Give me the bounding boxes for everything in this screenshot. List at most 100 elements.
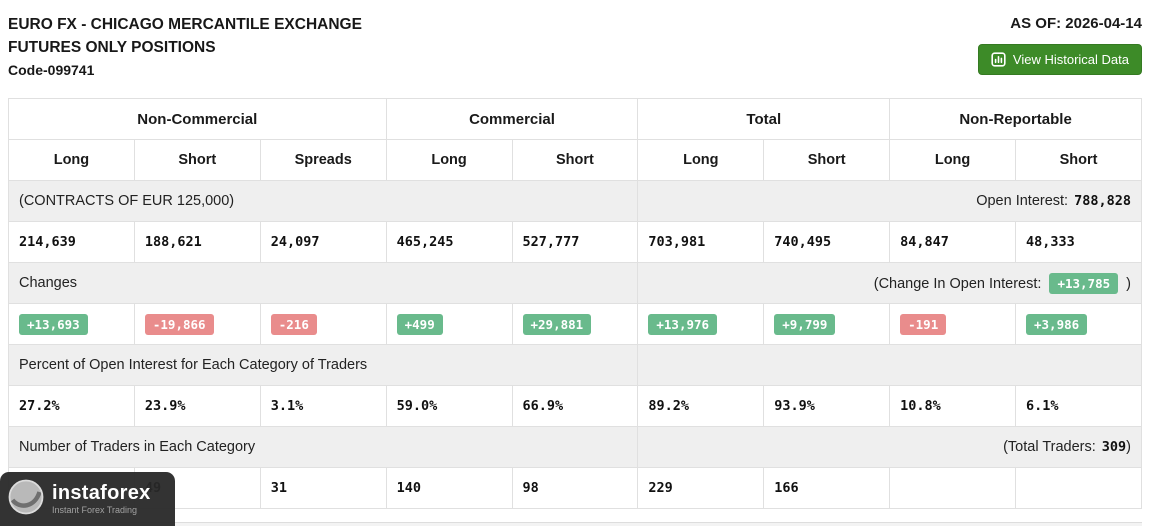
percent-cell: 59.0% [385,385,513,427]
change-oi-suffix: ) [1126,275,1131,292]
instaforex-watermark: instaforex Instant Forex Trading [0,472,175,526]
cropped-next-row-edge [8,522,1142,526]
change-cell: -216 [259,303,387,345]
changes-label-row: Changes (Change In Open Interest: +13,78… [7,262,1142,304]
watermark-tagline: Instant Forex Trading [52,505,138,515]
open-interest-label: Open Interest: [976,193,1069,209]
col-header-t-short: Short [763,139,891,181]
change-badge: -19,866 [144,313,214,335]
contracts-label: (CONTRACTS OF EUR 125,000) [7,180,639,222]
total-traders-suffix: ) [1126,439,1131,455]
percent-cell: 10.8% [889,385,1016,427]
percent-cell: 89.2% [637,385,765,427]
traders-cell: 229 [637,467,765,509]
percent-label: Percent of Open Interest for Each Catego… [7,344,639,386]
watermark-brand: instaforex [52,482,151,504]
group-header-commercial: Commercial [385,98,639,140]
report-header: EURO FX - CHICAGO MERCANTILE EXCHANGE FU… [0,0,1150,98]
instaforex-logo-icon [8,479,44,520]
report-code: Code-099741 [8,62,95,78]
percent-cell: 93.9% [763,385,891,427]
position-cell: 740,495 [763,221,891,263]
change-badge: -191 [900,313,947,335]
change-cell: +29,881 [511,303,639,345]
changes-row: +13,693 -19,866 -216 +499 +29,881 +13,97… [8,303,1142,345]
change-cell: -19,866 [133,303,261,345]
contracts-row: (CONTRACTS OF EUR 125,000) Open Interest… [7,180,1142,222]
col-header-c-short: Short [511,139,639,181]
percent-cell: 66.9% [511,385,639,427]
percent-label-row: Percent of Open Interest for Each Catego… [7,344,1142,386]
traders-label-row: Number of Traders in Each Category (Tota… [7,426,1142,468]
percent-cell: 27.2% [8,385,135,427]
change-badge: +499 [396,313,443,335]
change-badge: +3,986 [1026,313,1088,335]
change-badge: -216 [270,313,317,335]
traders-label: Number of Traders in Each Category [7,426,639,468]
view-historical-data-label: View Historical Data [1012,52,1129,67]
col-header-nr-long: Long [889,139,1016,181]
position-cell: 24,097 [259,221,387,263]
historical-data-icon [991,52,1006,67]
change-cell: +13,693 [8,303,135,345]
report-header-right: AS OF: 2026-04-14 View Historical Data [977,13,1142,98]
col-header-nc-short: Short [133,139,261,181]
traders-cell: 140 [385,467,513,509]
total-traders-value: 309 [1101,439,1127,455]
group-header-non-commercial: Non-Commercial [8,98,387,140]
position-cell: 84,847 [889,221,1016,263]
change-oi-label: (Change In Open Interest: [873,275,1042,292]
report-title: EURO FX - CHICAGO MERCANTILE EXCHANGE [8,16,362,33]
position-cell: 214,639 [8,221,135,263]
col-header-nr-short: Short [1015,139,1142,181]
group-header-row: Non-Commercial Commercial Total Non-Repo… [8,98,1142,140]
position-cell: 703,981 [637,221,765,263]
traders-cell: 166 [763,467,891,509]
change-badge: +13,976 [648,313,718,335]
positions-row: 214,639 188,621 24,097 465,245 527,777 7… [8,221,1142,263]
sub-header-row: Long Short Spreads Long Short Long Short… [8,139,1142,181]
report-subtitle: FUTURES ONLY POSITIONS [8,39,216,56]
col-header-t-long: Long [637,139,765,181]
open-interest-value: 788,828 [1074,193,1131,209]
percent-cell: 6.1% [1015,385,1142,427]
col-header-c-long: Long [385,139,513,181]
position-cell: 527,777 [511,221,639,263]
changes-label: Changes [7,262,639,304]
change-badge: +13,693 [19,313,88,335]
position-cell: 188,621 [133,221,261,263]
change-badge: +9,799 [774,313,836,335]
position-cell: 48,333 [1015,221,1142,263]
change-badge: +29,881 [522,313,592,335]
traders-cell [1015,467,1142,509]
change-oi-badge: +13,785 [1049,272,1119,294]
group-header-total: Total [637,98,891,140]
traders-cell: 98 [511,467,639,509]
change-cell: +9,799 [763,303,891,345]
change-cell: -191 [889,303,1016,345]
change-cell: +3,986 [1015,303,1142,345]
change-cell: +13,976 [637,303,765,345]
col-header-nc-spreads: Spreads [259,139,387,181]
change-cell: +499 [385,303,513,345]
report-titles: EURO FX - CHICAGO MERCANTILE EXCHANGE FU… [8,13,362,98]
total-traders-label: (Total Traders: [1003,439,1096,455]
total-traders-cell: (Total Traders: 309) [637,426,1142,468]
watermark-text: instaforex Instant Forex Trading [52,482,151,516]
as-of-date: AS OF: 2026-04-14 [1010,15,1142,32]
cot-table: Non-Commercial Commercial Total Non-Repo… [7,98,1142,509]
group-header-non-reportable: Non-Reportable [889,98,1142,140]
col-header-nc-long: Long [8,139,135,181]
position-cell: 465,245 [385,221,513,263]
percent-cell: 3.1% [259,385,387,427]
cot-table-container: Non-Commercial Commercial Total Non-Repo… [7,98,1142,509]
traders-row: 49 31 140 98 229 166 [8,467,1142,509]
change-open-interest-cell: (Change In Open Interest: +13,785 ) [637,262,1142,304]
open-interest-cell: Open Interest: 788,828 [637,180,1142,222]
traders-cell [889,467,1016,509]
percent-label-spacer [637,344,1142,386]
view-historical-data-button[interactable]: View Historical Data [977,44,1142,75]
percents-row: 27.2% 23.9% 3.1% 59.0% 66.9% 89.2% 93.9%… [8,385,1142,427]
percent-cell: 23.9% [133,385,261,427]
traders-cell: 31 [259,467,387,509]
